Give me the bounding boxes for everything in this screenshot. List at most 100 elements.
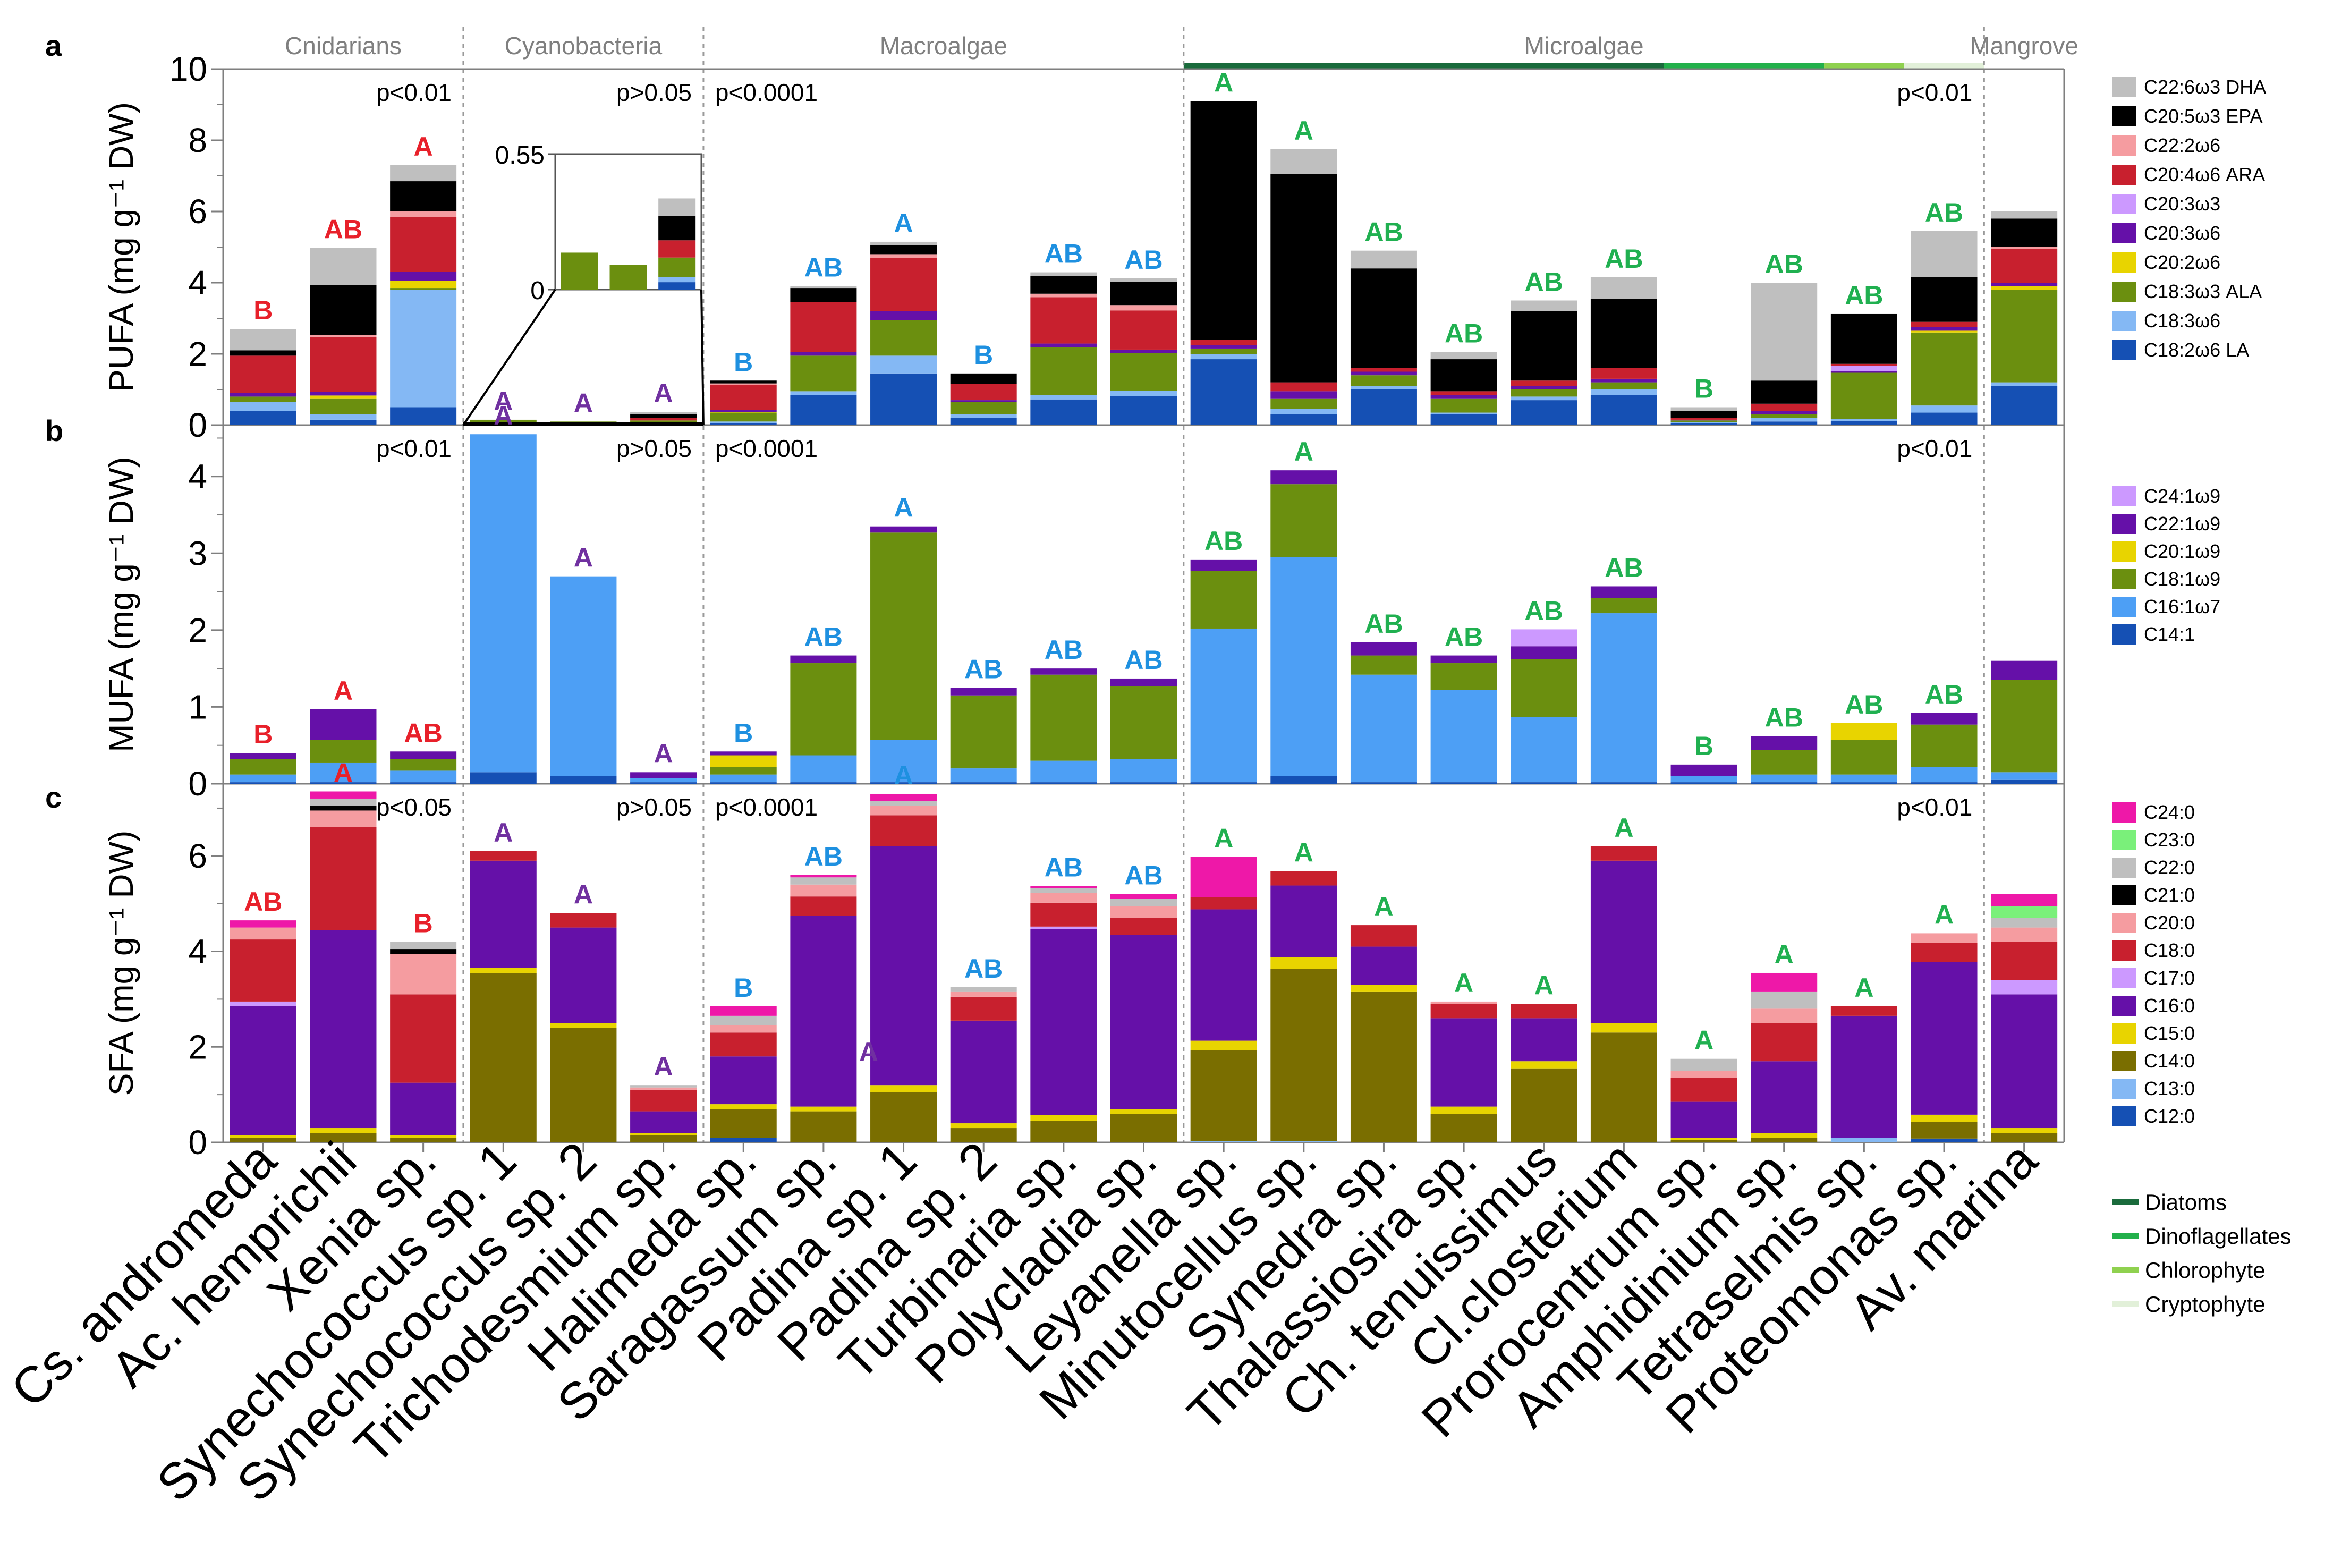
- bar-segment-c18-1-9: [1110, 686, 1177, 759]
- significance-letter: AB: [1045, 239, 1083, 269]
- bar-segment-c18-3-6: [1511, 396, 1577, 401]
- bar-segment-c14-0: [1190, 1050, 1257, 1141]
- bar-segment-c16-0: [550, 927, 617, 1023]
- bar-segment-c18-3-3-ala: [1670, 420, 1737, 422]
- group-label-mangrove: Mangrove: [1970, 32, 2079, 60]
- bar-segment-c18-2-6-la: [1270, 414, 1337, 425]
- bar-segment-c18-0: [1110, 918, 1177, 935]
- bar-segment-c16-1-7: [790, 755, 857, 783]
- bar-segment-c16-1-7: [1110, 759, 1177, 783]
- bar-segment-c15-0: [1751, 1133, 1818, 1138]
- bar-segment-c18-2-6-la: [1430, 414, 1497, 425]
- bar-segment-c15-0: [1270, 957, 1337, 969]
- bar-segment-c14-1: [550, 776, 617, 784]
- bar-segment-c18-1-9: [1190, 571, 1257, 629]
- inset-tick-label: 0: [530, 277, 545, 305]
- bar-segment-c16-1-7: [870, 740, 937, 783]
- bar-segment-c20-4-6-ara: [1991, 249, 2058, 283]
- bar-segment-c18-0: [1751, 1023, 1818, 1062]
- significance-letter: A: [1935, 900, 1954, 929]
- inset-bar-segment-c22-6-3-dha: [658, 198, 696, 216]
- bar-segment-c20-5-3-epa: [950, 373, 1017, 384]
- y-tick-label: 0: [188, 1123, 207, 1162]
- bar-segment-c18-3-6: [1911, 405, 1978, 413]
- bar-segment-c18-3-3-ala: [390, 288, 457, 290]
- bar-segment-c18-0: [1911, 943, 1978, 962]
- legend-label: C20:0: [2144, 912, 2195, 934]
- bar-segment-c18-3-6: [1190, 354, 1257, 360]
- bar-segment-c20-3-6: [1751, 411, 1818, 414]
- bar-segment-c15-0: [790, 1106, 857, 1112]
- p-value: p>0.05: [616, 435, 692, 462]
- bar-segment-c14-1: [1670, 782, 1737, 784]
- bar-segment-c22-6-3-dha: [1511, 300, 1577, 311]
- bar-segment-c18-0: [310, 827, 377, 930]
- legend-swatch: [2112, 77, 2136, 97]
- bar-segment-c20-2-6: [310, 395, 377, 399]
- bar-segment-c14-0: [710, 1109, 777, 1138]
- bar-segment-c16-0: [470, 860, 537, 968]
- y-tick-label: 2: [188, 1028, 207, 1066]
- significance-letter: AB: [964, 954, 1003, 984]
- bar-segment-c21-0: [310, 806, 377, 811]
- inset-bar-segment-c20-4-6-ara: [658, 240, 696, 258]
- significance-letter: A: [574, 880, 593, 910]
- bar-segment-c18-3-6: [390, 290, 457, 408]
- bar-segment-c18-2-6-la: [230, 411, 296, 425]
- group-label-cyanobacteria: Cyanobacteria: [505, 32, 663, 60]
- bar-segment-c16-1-7: [310, 762, 377, 783]
- bar-segment-c14-1: [1030, 782, 1097, 784]
- significance-letter: A: [654, 378, 673, 408]
- p-value: p>0.05: [616, 793, 692, 821]
- bar-segment-c18-3-6: [1030, 395, 1097, 400]
- significance-letter: AB: [1045, 852, 1083, 882]
- bar-segment-c14-0: [1911, 1122, 1978, 1139]
- bar-segment-c18-3-3-ala: [1511, 389, 1577, 397]
- legend-label: C22:0: [2144, 857, 2195, 878]
- bar-segment-c16-0: [230, 1006, 296, 1135]
- bar-segment-c16-0: [1991, 994, 2058, 1129]
- significance-letter: B: [1694, 374, 1713, 404]
- p-value: p<0.01: [1897, 435, 1972, 462]
- bars: [230, 434, 2058, 784]
- bar-segment-c24-0: [1030, 886, 1097, 888]
- bar-segment-c16-0: [390, 1082, 457, 1135]
- bar-segment-c20-4-6-ara: [950, 384, 1017, 401]
- y-tick-label: 0: [188, 765, 207, 803]
- bar-segment-c22-1-9: [1590, 586, 1657, 598]
- bar-segment-c14-1: [1590, 782, 1657, 784]
- bar-segment-c22-6-3-dha: [790, 286, 857, 289]
- bar-segment-c20-3-6: [1830, 371, 1897, 373]
- bar-segment-c14-0: [470, 972, 537, 1142]
- bar-segment-c20-5-3-epa: [1190, 101, 1257, 340]
- bar-segment-c20-5-3-epa: [1270, 174, 1337, 383]
- bar-segment-c22-1-9: [630, 772, 697, 778]
- bar-segment-c16-0: [790, 916, 857, 1107]
- bar-segment-c24-0: [230, 920, 296, 928]
- bar-segment-c20-0: [630, 1087, 697, 1090]
- y-tick-label: 8: [188, 121, 207, 159]
- bar-segment-c20-3-6: [790, 352, 857, 356]
- bar-segment-c18-1-9: [390, 759, 457, 771]
- legend-label: C13:0: [2144, 1078, 2195, 1099]
- bar-segment-c16-1-7: [1670, 776, 1737, 783]
- bar-segment-c18-2-6-la: [1590, 395, 1657, 425]
- legend-swatch: [2112, 996, 2136, 1016]
- significance-letter: A: [894, 208, 913, 238]
- bar-segment-c18-0: [870, 815, 937, 846]
- bar-segment-c16-1-7: [1830, 774, 1897, 783]
- bar-segment-c18-2-6-la: [390, 407, 457, 425]
- legend-label: C22:6ω3 DHA: [2144, 76, 2266, 98]
- bar-segment-c16-0: [1110, 935, 1177, 1109]
- significance-letter: AB: [1124, 245, 1163, 275]
- bar-segment-c22-0: [710, 1015, 777, 1025]
- bar-segment-c20-5-3-epa: [1110, 282, 1177, 306]
- y-tick-label: 1: [188, 688, 207, 726]
- significance-letter: A: [334, 758, 353, 787]
- significance-letter: A: [414, 132, 433, 162]
- bar-segment-c20-5-3-epa: [870, 245, 937, 255]
- bar-segment-c18-0: [1190, 897, 1257, 910]
- bar-segment-c14-0: [1991, 1133, 2058, 1142]
- bar-segment-c20-0: [1110, 906, 1177, 918]
